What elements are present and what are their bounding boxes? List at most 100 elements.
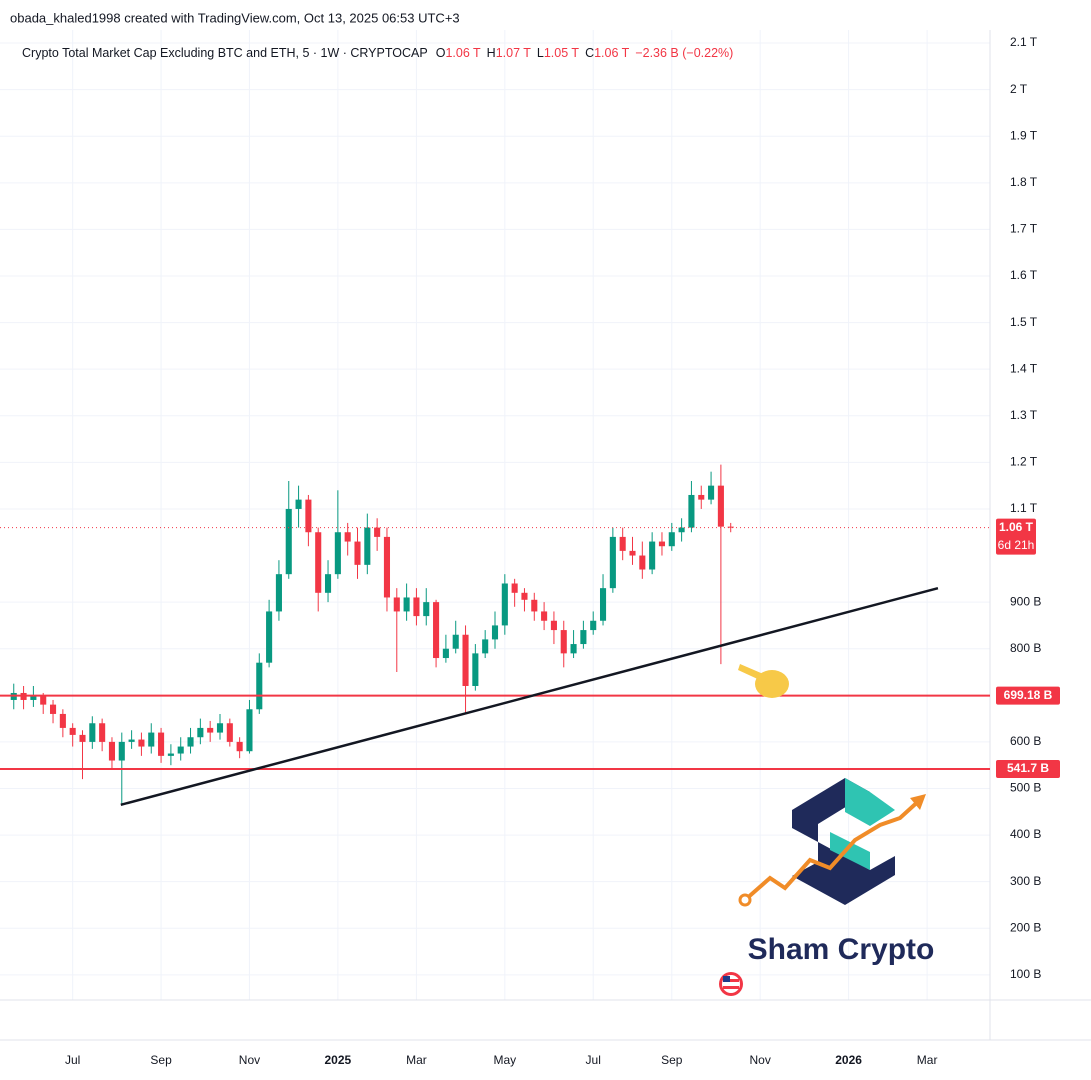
- candle-body: [118, 741, 125, 761]
- x-tick-label: Nov: [750, 1053, 771, 1067]
- candle-body: [374, 527, 381, 537]
- candle-body: [334, 532, 341, 575]
- candle-body: [649, 541, 656, 570]
- level-label: 699.18 B: [1004, 688, 1053, 702]
- candle-body: [177, 746, 184, 754]
- flag-icon: [719, 972, 743, 996]
- candle-body: [717, 485, 724, 527]
- candle-body: [560, 630, 567, 654]
- legend-key: O: [436, 46, 446, 60]
- y-tick-label: 1.5 T: [1010, 315, 1038, 329]
- candle-body: [550, 620, 557, 631]
- y-tick-label: 100 B: [1010, 967, 1041, 981]
- candle-body: [197, 727, 204, 738]
- candle-body: [167, 753, 174, 756]
- legend-key: C: [585, 46, 594, 60]
- last-price-badge: [996, 518, 1036, 555]
- legend-key: H: [487, 46, 496, 60]
- candle-body: [69, 727, 76, 735]
- candle-body: [482, 639, 489, 654]
- candle-body: [216, 723, 224, 733]
- y-tick-label: 1.1 T: [1010, 501, 1038, 515]
- legend-value: 1.06 T: [594, 46, 630, 60]
- candle-body: [256, 662, 263, 710]
- y-tick-label: 1.4 T: [1010, 361, 1038, 375]
- y-tick-label: 1.2 T: [1010, 455, 1038, 469]
- y-tick-label: 1.3 T: [1010, 408, 1038, 422]
- candle-body: [727, 526, 734, 528]
- y-tick-label: 900 B: [1010, 594, 1041, 608]
- last-price-label: 1.06 T: [999, 520, 1034, 534]
- candle-body: [236, 741, 243, 752]
- candle-body: [501, 583, 508, 626]
- candle-body: [511, 583, 518, 593]
- candle-body: [354, 541, 361, 565]
- candle-body: [521, 592, 528, 600]
- candle-body: [383, 536, 391, 598]
- candle-body: [619, 536, 626, 551]
- legend-value: 1.05 T: [544, 46, 580, 60]
- candle-body: [698, 494, 705, 500]
- candle-body: [452, 634, 459, 649]
- candle-body: [49, 704, 57, 714]
- x-tick-label: Sep: [150, 1053, 172, 1067]
- candle-body: [442, 648, 449, 659]
- y-tick-label: 1.7 T: [1010, 222, 1038, 236]
- candle-body: [148, 732, 155, 747]
- candle-body: [30, 695, 37, 700]
- y-tick-label: 600 B: [1010, 734, 1041, 748]
- candle-body: [423, 602, 430, 617]
- candle-body: [187, 737, 194, 747]
- grid: [0, 30, 990, 1000]
- candle-body: [531, 599, 538, 612]
- y-tick-label: 200 B: [1010, 920, 1041, 934]
- candle-body: [393, 597, 400, 612]
- candle-body: [413, 597, 420, 617]
- x-tick-label: Jul: [586, 1053, 601, 1067]
- candle-body: [433, 602, 440, 659]
- candle-body: [59, 713, 66, 728]
- trend-line: [120, 586, 939, 806]
- candle-body: [158, 732, 165, 756]
- legend-value: 1.06 T: [445, 46, 481, 60]
- y-tick-label: 500 B: [1010, 781, 1041, 795]
- level-badge: [996, 686, 1060, 705]
- level-label: 541.7 B: [1007, 761, 1049, 775]
- x-tick-label: Jul: [65, 1053, 80, 1067]
- logo: Sham Crypto: [738, 778, 935, 966]
- candle-body: [658, 541, 666, 547]
- candle-body: [315, 532, 322, 593]
- candle-body: [403, 597, 410, 612]
- candle-body: [678, 527, 685, 533]
- candle-body: [207, 727, 214, 733]
- candle-body: [226, 723, 233, 742]
- x-tick-label: 2026: [835, 1053, 862, 1067]
- plot: [0, 464, 990, 806]
- legend-key: L: [537, 46, 544, 60]
- candle-body: [324, 574, 332, 593]
- candle-body: [40, 695, 47, 705]
- candle-body: [462, 634, 469, 686]
- legend: Crypto Total Market Cap Excluding BTC an…: [22, 46, 733, 60]
- candle-body: [609, 536, 616, 589]
- candle-body: [599, 588, 607, 621]
- watermark: Sham Crypto: [748, 933, 935, 966]
- x-tick-label: Sep: [661, 1053, 683, 1067]
- y-tick-label: 1.9 T: [1010, 128, 1038, 142]
- candle-body: [266, 611, 273, 663]
- candle-body: [590, 620, 597, 631]
- candle-body: [688, 494, 695, 528]
- candle-body: [364, 527, 371, 565]
- credit: obada_khaled1998 created with TradingVie…: [10, 10, 460, 25]
- pointer-icon: [738, 664, 789, 698]
- candle-body: [99, 723, 106, 742]
- candle-body: [491, 625, 499, 640]
- candle-body: [639, 555, 646, 570]
- y-tick-label: 300 B: [1010, 874, 1041, 888]
- y-tick-label: 1.6 T: [1010, 268, 1038, 282]
- legend-change: −2.36 B (−0.22%): [635, 46, 733, 60]
- candle-body: [246, 709, 253, 752]
- y-tick-label: 800 B: [1010, 641, 1041, 655]
- candle-body: [668, 532, 675, 547]
